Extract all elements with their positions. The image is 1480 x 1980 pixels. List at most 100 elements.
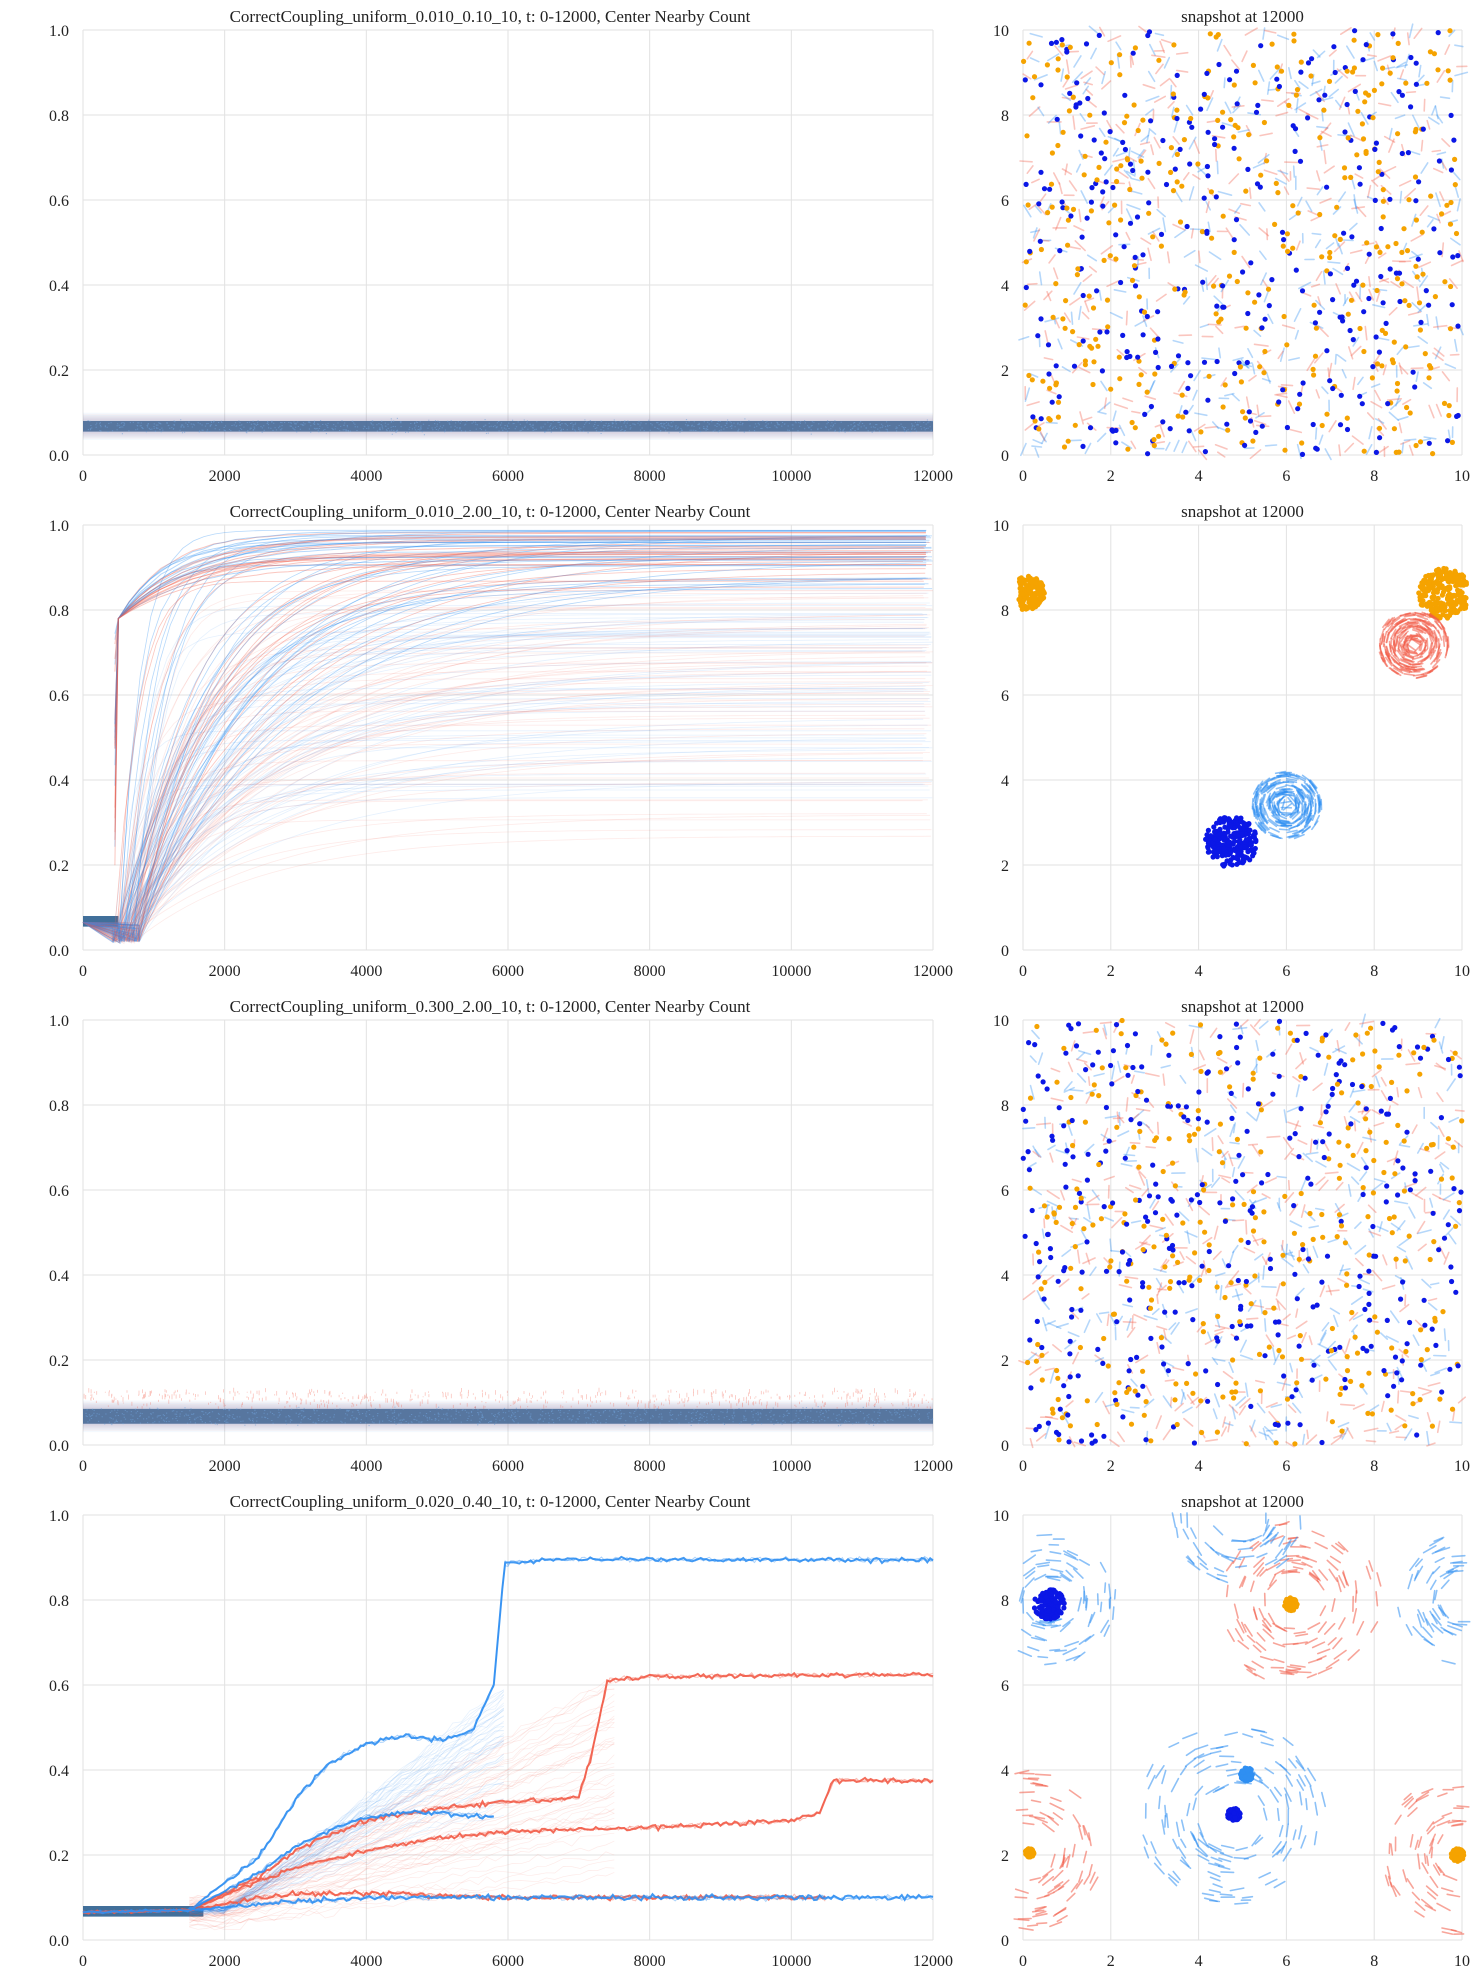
particle-dot — [1348, 297, 1355, 303]
velocity-arrow — [1438, 1197, 1451, 1203]
x-tick-label: 0 — [1019, 468, 1027, 485]
velocity-arrow — [1273, 1351, 1281, 1366]
particle-dot — [1294, 1296, 1300, 1302]
particle-dot — [1312, 320, 1318, 326]
velocity-arrow — [1241, 1895, 1254, 1899]
particle-dot — [1055, 67, 1061, 73]
particle-dot — [1363, 1148, 1369, 1154]
particle-dot — [1456, 1200, 1462, 1206]
velocity-arrow — [1122, 1321, 1137, 1324]
velocity-arrow — [1072, 115, 1076, 130]
particle-dot — [1049, 204, 1055, 210]
velocity-arrow — [1172, 223, 1186, 231]
particle-dot — [1033, 1427, 1039, 1433]
velocity-arrow — [1041, 432, 1048, 444]
trajectory-line — [82, 613, 923, 942]
particle-dot — [1053, 382, 1059, 388]
particle-dot — [1430, 1210, 1436, 1216]
particle-dot — [1156, 433, 1162, 439]
velocity-arrow — [1443, 1328, 1447, 1342]
velocity-arrow — [1316, 186, 1324, 196]
velocity-arrow — [1408, 1206, 1416, 1219]
particle-dot — [1404, 248, 1411, 254]
trajectory-line — [82, 662, 927, 942]
particle-dot — [1063, 1184, 1069, 1190]
particle-dot — [1096, 164, 1102, 170]
velocity-arrow — [1296, 196, 1303, 207]
velocity-arrow — [1165, 1021, 1176, 1029]
cluster-dot — [1231, 831, 1237, 837]
particle-dot — [1266, 1344, 1272, 1350]
velocity-arrow — [1190, 1527, 1197, 1539]
velocity-arrow — [1398, 623, 1409, 631]
velocity-arrow — [1182, 1121, 1192, 1127]
velocity-arrow — [1136, 256, 1140, 269]
velocity-arrow — [1437, 1834, 1444, 1845]
particle-dot — [1314, 446, 1320, 452]
particle-dot — [1072, 422, 1078, 428]
trajectory-line — [82, 650, 925, 942]
velocity-arrow — [1211, 1137, 1214, 1152]
velocity-arrow — [1215, 1745, 1229, 1749]
velocity-arrow — [1067, 1061, 1074, 1073]
faint-trajectory — [189, 1739, 504, 1916]
velocity-arrow — [1314, 239, 1322, 249]
particle-dot — [1374, 1329, 1380, 1335]
velocity-arrow — [1233, 1856, 1249, 1860]
velocity-arrow — [1065, 59, 1070, 75]
velocity-arrow — [1231, 59, 1241, 70]
velocity-arrow — [1084, 442, 1092, 455]
velocity-arrow — [1336, 354, 1347, 362]
velocity-arrow — [1043, 1218, 1046, 1229]
velocity-arrow — [1059, 1621, 1071, 1633]
velocity-arrow — [1435, 1062, 1446, 1071]
particle-dot — [1293, 1387, 1299, 1393]
particle-dot — [1038, 82, 1044, 88]
trajectory-line — [82, 579, 923, 942]
particle-dot — [1426, 302, 1432, 308]
velocity-arrow — [1432, 641, 1436, 654]
particle-dot — [1181, 1280, 1187, 1286]
velocity-arrow — [1036, 1533, 1053, 1537]
velocity-arrow — [1288, 1249, 1295, 1261]
velocity-arrow — [1292, 1076, 1301, 1083]
velocity-arrow — [1147, 70, 1156, 83]
velocity-arrow — [1382, 635, 1386, 648]
velocity-arrow — [1458, 250, 1464, 263]
trajectory-line — [82, 607, 926, 942]
particle-dot — [1396, 1044, 1402, 1050]
particle-dot — [1059, 42, 1065, 48]
velocity-arrow — [1332, 1637, 1343, 1650]
velocity-arrow — [1095, 66, 1105, 76]
particle-dot — [1160, 419, 1166, 425]
particle-dot — [1418, 319, 1424, 325]
velocity-arrow — [1293, 1631, 1306, 1635]
velocity-arrow — [1172, 339, 1184, 344]
cluster-dot — [1205, 840, 1211, 846]
velocity-arrow — [1266, 1562, 1281, 1571]
particle-dot — [1272, 1319, 1279, 1325]
particle-dot — [1187, 1274, 1193, 1280]
velocity-arrow — [1278, 1824, 1284, 1838]
trajectory-line — [82, 728, 925, 942]
velocity-arrow — [1125, 208, 1134, 222]
particle-dot — [1160, 1216, 1166, 1222]
trajectory-line — [82, 685, 926, 943]
cluster-dot — [1253, 838, 1259, 845]
velocity-arrow — [1264, 29, 1277, 34]
particle-dot — [1238, 1237, 1244, 1243]
particle-dot — [1120, 139, 1126, 145]
velocity-arrow — [1229, 1124, 1235, 1138]
faint-trajectory — [189, 1691, 505, 1914]
velocity-arrow — [1060, 1224, 1074, 1233]
velocity-arrow — [1406, 32, 1410, 46]
velocity-arrow — [1246, 1184, 1258, 1194]
particle-dot — [1146, 200, 1152, 206]
particle-dot — [1350, 69, 1356, 75]
velocity-arrow — [1192, 173, 1201, 180]
particle-dot — [1280, 387, 1286, 393]
particle-dot — [1222, 382, 1228, 388]
trajectory-line — [82, 614, 924, 944]
trajectory-line — [82, 583, 925, 942]
velocity-arrow — [1429, 613, 1439, 622]
